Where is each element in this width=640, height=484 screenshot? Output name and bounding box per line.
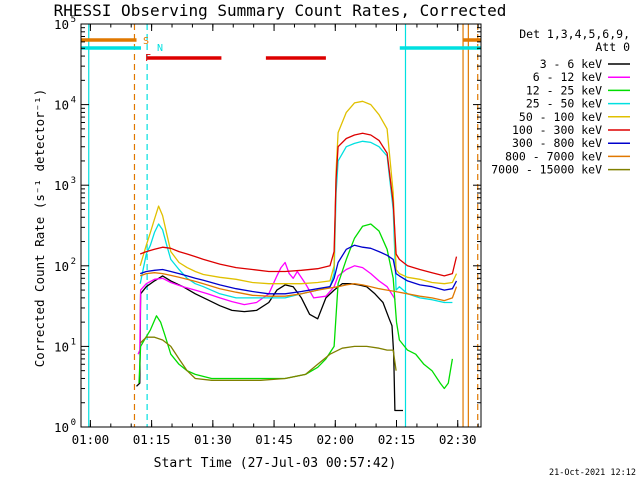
y-tick-exponent: 2 <box>71 257 76 267</box>
footer-date: 21-Oct-2021 12:12 <box>549 468 636 478</box>
y-tick-label: 10 <box>54 420 69 435</box>
y-tick-label: 10 <box>54 259 69 274</box>
series-line-7000-15000kev <box>139 336 397 381</box>
legend-entry-label: 25 - 50 keV <box>526 97 602 111</box>
chart-title: RHESSI Observing Summary Count Rates, Co… <box>54 1 507 20</box>
series-line-6-12kev <box>137 261 396 355</box>
series-line-50-100kev <box>139 100 458 285</box>
legend-entry-label: 800 - 7000 keV <box>505 149 602 163</box>
series-line-12-25kev <box>138 223 454 390</box>
y-tick-exponent: 0 <box>71 418 76 428</box>
y-tick-label: 10 <box>54 17 69 32</box>
legend-entry-label: 7000 - 15000 keV <box>491 163 602 177</box>
legend-entry-label: 3 - 6 keV <box>540 57 602 71</box>
x-tick-label: 02:15 <box>378 432 416 447</box>
x-tick-label: 01:00 <box>72 432 110 447</box>
legend-header-detectors: Det 1,3,4,5,6,9, <box>519 27 630 41</box>
y-tick-exponent: 5 <box>71 15 76 25</box>
legend-entry-label: 100 - 300 keV <box>512 123 602 137</box>
flag-label-n: N <box>157 43 163 54</box>
y-tick-exponent: 4 <box>71 96 76 106</box>
flag-label-f: F <box>145 53 151 64</box>
series-line-3-6kev <box>136 275 403 412</box>
x-tick-label: 01:30 <box>194 432 232 447</box>
series-line-800-7000kev <box>139 272 458 302</box>
legend-entry-label: 12 - 25 keV <box>526 83 602 97</box>
x-tick-label: 02:30 <box>439 432 477 447</box>
series-line-100-300kev <box>139 132 458 277</box>
y-axis-label: Corrected Count Rate (s⁻¹ detector⁻¹) <box>32 89 47 367</box>
y-tick-label: 10 <box>54 98 69 113</box>
y-tick-exponent: 1 <box>71 337 76 347</box>
y-tick-exponent: 3 <box>71 176 76 186</box>
legend-header-attenuator: Att 0 <box>595 40 630 54</box>
y-tick-label: 10 <box>54 178 69 193</box>
x-tick-label: 01:45 <box>255 432 293 447</box>
legend-entry-label: 50 - 100 keV <box>519 110 602 124</box>
legend-entry-label: 300 - 800 keV <box>512 136 602 150</box>
series-line-300-800kev <box>139 244 458 295</box>
legend-entry-label: 6 - 12 keV <box>533 70 602 84</box>
x-axis-label: Start Time (27-Jul-03 00:57:42) <box>154 456 397 471</box>
y-tick-label: 10 <box>54 339 69 354</box>
x-tick-label: 01:15 <box>133 432 171 447</box>
x-tick-label: 02:00 <box>316 432 354 447</box>
flag-label-s: S <box>143 36 149 47</box>
plot-frame <box>80 23 482 428</box>
